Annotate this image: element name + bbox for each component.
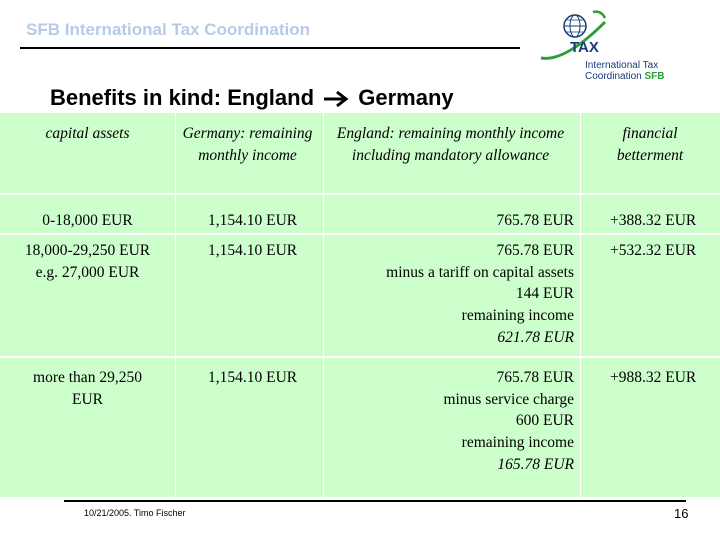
footer-rule [64, 500, 686, 502]
cell-line: more than 29,250 [33, 369, 142, 386]
row-divider [0, 356, 720, 358]
table-row-3-capital: more than 29,250 EUR [0, 367, 175, 410]
cell-line: 18,000-29,250 EUR [24, 242, 151, 259]
cell-line: 621.78 EUR [497, 328, 574, 346]
table-row-2-germany: 1,154.10 EUR [208, 242, 298, 259]
header-rule [20, 47, 520, 49]
table-row-2-capital: 18,000-29,250 EUR e.g. 27,000 EUR [0, 240, 175, 283]
logo-line-2-text: Coordination [585, 71, 642, 82]
cell-line: e.g. 27,000 EUR [35, 263, 140, 281]
cell-line: minus a tariff on capital assets [386, 263, 574, 281]
slide-title: Benefits in kind: England Germany [50, 85, 454, 111]
table-row-3-germany: 1,154.10 EUR [208, 369, 298, 386]
logo-text: International Tax Coordination SFB [585, 60, 665, 82]
cell-line: 0-18,000 EUR [42, 212, 133, 229]
header-title: SFB International Tax Coordination [26, 20, 310, 39]
benefits-table: capital assets Germany: remaining monthl… [0, 113, 720, 497]
table-header-england: England: remaining monthly income includ… [336, 125, 565, 164]
slide-title-right: Germany [358, 85, 454, 110]
logo-sfb: SFB [644, 71, 665, 82]
table-header-germany: Germany: remaining monthly income [182, 125, 313, 164]
table-header-capital-assets: capital assets [45, 125, 130, 142]
cell-line: 165.78 EUR [497, 455, 574, 473]
table-row-3-betterment: +988.32 EUR [610, 369, 697, 386]
table-row-2-betterment: +532.32 EUR [610, 242, 697, 259]
column-divider [323, 113, 324, 497]
cell-line: 144 EUR [515, 285, 574, 303]
footer-date-author: 10/21/2005. Timo Fischer [84, 508, 186, 518]
table-row-1-betterment: +388.32 EUR [610, 212, 697, 229]
column-divider [580, 113, 581, 497]
row-divider [0, 193, 720, 195]
column-divider [175, 113, 176, 497]
cell-line: EUR [72, 390, 103, 408]
table-row-2-england: 765.78 EUR minus a tariff on capital ass… [323, 240, 574, 349]
page-number: 16 [674, 506, 689, 521]
logo-line-1: International Tax [585, 60, 659, 71]
cell-line: 765.78 EUR [496, 369, 575, 386]
globe-swoosh-icon [540, 10, 607, 60]
table-row-1-capital: 0-18,000 EUR [0, 210, 175, 232]
cell-line: minus service charge [443, 390, 574, 408]
slide-title-left: Benefits in kind: England [50, 85, 315, 110]
logo-mark: TAX [570, 39, 599, 56]
cell-line: remaining income [461, 307, 574, 325]
logo-line-2: Coordination SFB [585, 71, 665, 82]
cell-line: remaining income [461, 434, 574, 452]
table-header-financial-betterment: financial betterment [616, 125, 684, 164]
logo: TAX International Tax Coordination SFB [535, 2, 693, 95]
table-row-1-england: 765.78 EUR [323, 210, 575, 232]
right-arrow-icon [324, 91, 349, 108]
cell-line: 765.78 EUR [496, 212, 575, 229]
cell-line: 765.78 EUR [496, 242, 575, 259]
table-row-3-england: 765.78 EUR minus service charge 600 EUR … [323, 367, 574, 476]
cell-line: 600 EUR [515, 412, 574, 430]
row-divider [0, 233, 720, 235]
table-row-1-germany: 1,154.10 EUR [208, 212, 298, 229]
